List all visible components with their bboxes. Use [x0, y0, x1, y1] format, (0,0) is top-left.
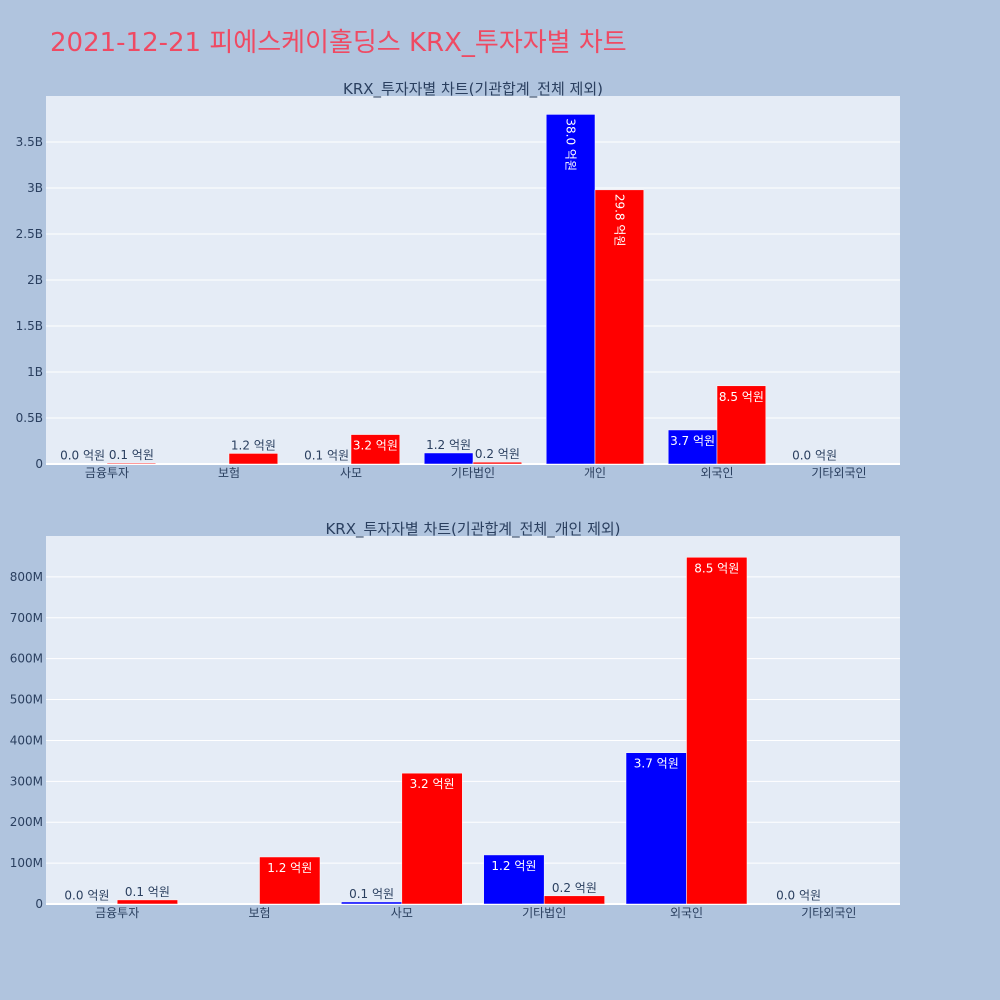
bar	[228, 453, 279, 465]
bar	[106, 462, 157, 465]
data-label: 0.1 억원	[109, 448, 154, 462]
data-label: 8.5 억원	[694, 561, 739, 575]
bar	[401, 772, 463, 905]
x-tick-label: 기타법인	[451, 466, 495, 480]
bar	[301, 463, 352, 465]
x-tick-label: 보험	[218, 466, 240, 480]
data-label: 0.0 억원	[776, 889, 821, 903]
chart-top: KRX_투자자별 차트(기관합계_전체 제외) 0 0.5B 1B 1.5B 2B 2.5B…	[16, 80, 900, 480]
x-tick-label: 기타외국인	[811, 466, 866, 480]
data-label: 3.7 억원	[670, 434, 715, 448]
chart-title: KRX_투자자별 차트(기관합계_전체_개인 제외)	[325, 520, 620, 539]
data-label: 38.0 억원	[564, 118, 578, 171]
y-tick-label: 200M	[10, 815, 43, 829]
y-tick-label: 2B	[27, 273, 43, 287]
y-tick-label: 600M	[10, 652, 43, 666]
page-title: 2021-12-21 피에스케이홀딩스 KRX_투자자별 차트	[50, 28, 627, 58]
y-tick-label: 1B	[27, 365, 43, 379]
data-label: 0.0 억원	[792, 449, 837, 463]
bar	[768, 903, 830, 905]
bar	[116, 899, 178, 905]
data-label: 1.2 억원	[267, 861, 312, 875]
bar	[686, 557, 748, 905]
bar	[594, 189, 645, 465]
data-label: 0.1 억원	[349, 887, 394, 901]
data-label: 0.0 억원	[60, 449, 105, 463]
x-tick-label: 사모	[391, 906, 413, 920]
bar	[350, 434, 401, 465]
data-label: 8.5 억원	[719, 390, 764, 404]
data-label: 1.2 억원	[426, 438, 471, 452]
plot-area	[46, 536, 900, 904]
data-label: 0.1 억원	[125, 885, 170, 899]
y-tick-label: 300M	[10, 774, 43, 788]
x-tick-label: 금융투자	[85, 466, 129, 480]
bar	[716, 385, 767, 465]
data-label: 3.2 억원	[353, 439, 398, 453]
x-tick-label: 개인	[584, 466, 606, 480]
y-tick-label: 0.5B	[16, 411, 43, 425]
y-tick-label: 3B	[27, 181, 43, 195]
data-label: 3.7 억원	[634, 757, 679, 771]
y-tick-label: 0	[35, 457, 43, 471]
bar	[341, 901, 403, 905]
x-tick-label: 보험	[248, 906, 270, 920]
y-tick-label: 2.5B	[16, 227, 43, 241]
data-label: 0.1 억원	[304, 449, 349, 463]
bar	[259, 856, 321, 905]
chart-bottom: KRX_투자자별 차트(기관합계_전체_개인 제외) 0 100M 200M 300M 4…	[10, 520, 900, 920]
bar	[543, 895, 605, 905]
data-label: 3.2 억원	[410, 777, 455, 791]
y-tick-label: 100M	[10, 856, 43, 870]
x-tick-label: 기타법인	[522, 906, 566, 920]
y-tick-label: 1.5B	[16, 319, 43, 333]
bar	[625, 752, 687, 905]
bar	[56, 903, 118, 905]
bar	[472, 461, 523, 465]
bar	[57, 463, 108, 465]
y-tick-label: 700M	[10, 611, 43, 625]
bar	[483, 854, 545, 905]
y-tick-label: 400M	[10, 733, 43, 747]
x-tick-label: 사모	[340, 466, 362, 480]
data-label: 0.2 억원	[552, 881, 597, 895]
data-label: 29.8 억원	[612, 194, 626, 247]
bar	[789, 463, 840, 465]
data-label: 0.0 억원	[64, 889, 109, 903]
x-tick-label: 외국인	[670, 906, 703, 920]
data-label: 1.2 억원	[231, 438, 276, 452]
x-tick-label: 금융투자	[95, 906, 139, 920]
y-tick-label: 3.5B	[16, 135, 43, 149]
y-tick-label: 0	[35, 897, 43, 911]
data-label: 0.2 억원	[475, 447, 520, 461]
x-tick-label: 기타외국인	[801, 906, 856, 920]
chart-title: KRX_투자자별 차트(기관합계_전체 제외)	[343, 80, 603, 99]
data-label: 1.2 억원	[491, 859, 536, 873]
y-tick-label: 500M	[10, 693, 43, 707]
y-tick-label: 800M	[10, 570, 43, 584]
bar	[423, 452, 474, 465]
x-tick-label: 외국인	[700, 466, 733, 480]
